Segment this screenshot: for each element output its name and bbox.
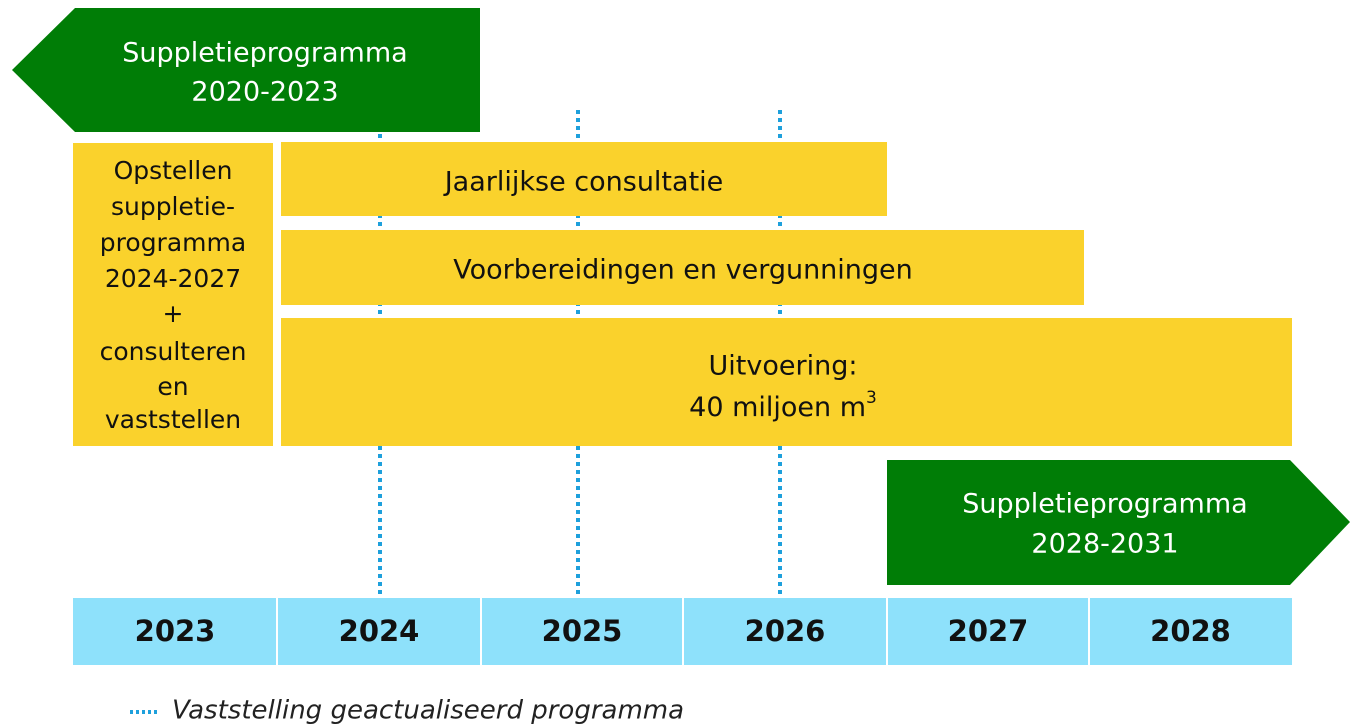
year-label: 2028 [1150,614,1231,648]
execution-bar [281,318,1292,446]
execution-volume: 40 miljoen m3 [689,388,877,423]
preparation-line: en [157,372,188,401]
preparation-line: + [163,299,184,328]
year-label: 2025 [542,614,623,648]
previous-program-line: 2020-2023 [191,77,338,108]
preparation-box [73,143,273,446]
year-label: 2024 [339,614,420,648]
preparations-bar [281,230,1084,305]
year-label: 2026 [745,614,826,648]
consultation-label: Jaarlijkse consultatie [443,167,724,198]
years: 2023 2024 2025 2026 2027 2028 [135,598,1231,665]
preparation-line: programma [100,228,246,257]
previous-program-arrow [12,8,480,132]
next-program-line: 2028-2031 [1031,529,1178,560]
year-label: 2027 [948,614,1029,648]
consultation-bar [281,142,887,216]
previous-program-line: Suppletieprogramma [122,38,407,69]
next-program-arrow [887,460,1350,585]
preparation-line: consulteren [100,337,247,366]
volume-superscript: 3 [866,388,877,408]
preparation-line: 2024-2027 [105,264,241,293]
legend-label: Vaststelling geactualiseerd programma [172,696,684,726]
year-label: 2023 [135,614,216,648]
preparation-line: Opstellen [114,156,233,185]
preparation-line: vaststellen [105,405,241,434]
execution-label: Uitvoering: [709,351,858,382]
preparation-line: suppletie- [111,192,235,221]
preparations-label: Voorbereidingen en vergunningen [453,255,913,286]
preparation-text: Opstellen suppletie-programma 2024-2027 + co… [100,156,247,434]
volume-text: 40 miljoen m [689,392,866,423]
next-program-line: Suppletieprogramma [962,489,1247,520]
